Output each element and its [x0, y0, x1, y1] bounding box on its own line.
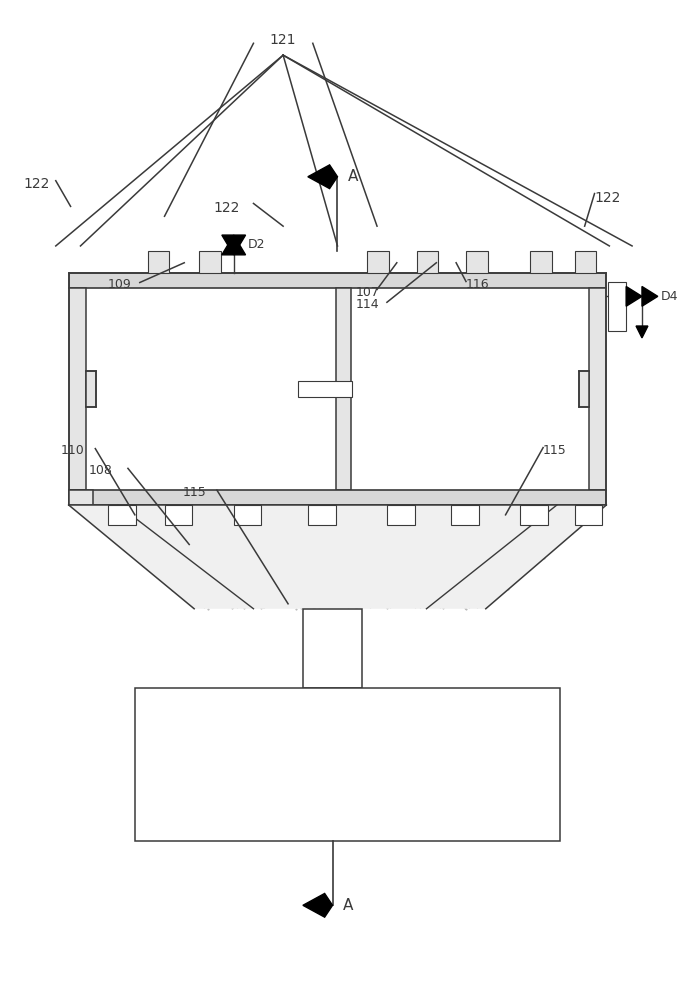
Bar	[452, 505, 479, 525]
Polygon shape	[308, 165, 338, 189]
Text: 114: 114	[355, 298, 379, 311]
Bar	[298, 381, 352, 397]
Bar	[86, 371, 96, 407]
Bar	[234, 505, 262, 525]
Text: D4: D4	[661, 290, 678, 303]
Bar	[608, 282, 626, 331]
Text: 122: 122	[23, 177, 50, 191]
Text: D2: D2	[247, 238, 265, 251]
Polygon shape	[69, 505, 606, 609]
Bar	[367, 251, 389, 273]
Bar	[303, 609, 362, 688]
Text: 110: 110	[61, 444, 84, 457]
Text: 116: 116	[466, 278, 490, 291]
Bar	[69, 490, 93, 505]
Text: 121: 121	[270, 33, 296, 47]
Bar	[69, 490, 606, 505]
Bar	[199, 251, 221, 273]
Bar	[135, 688, 560, 841]
Polygon shape	[636, 326, 648, 338]
Polygon shape	[222, 235, 246, 255]
Text: 109: 109	[108, 278, 132, 291]
Text: 108: 108	[89, 464, 112, 477]
Bar	[69, 273, 606, 288]
Polygon shape	[222, 235, 246, 255]
Text: 107: 107	[355, 286, 379, 299]
Bar	[575, 505, 603, 525]
Bar	[69, 288, 86, 490]
Bar	[308, 505, 336, 525]
Bar	[417, 251, 439, 273]
Text: 115: 115	[183, 486, 206, 499]
Text: A: A	[347, 169, 358, 184]
Bar	[336, 288, 351, 490]
Bar	[466, 251, 488, 273]
Polygon shape	[626, 286, 642, 306]
Bar	[165, 505, 192, 525]
Bar	[108, 505, 136, 525]
Text: 115: 115	[543, 444, 567, 457]
Text: 122: 122	[595, 191, 621, 205]
Polygon shape	[303, 893, 332, 917]
Bar	[530, 251, 552, 273]
Text: 122: 122	[214, 201, 240, 215]
Bar	[579, 371, 588, 407]
Polygon shape	[642, 286, 658, 306]
Bar	[148, 251, 170, 273]
Bar	[575, 251, 597, 273]
Bar	[588, 288, 606, 490]
Text: A: A	[343, 898, 353, 913]
Bar	[520, 505, 548, 525]
Bar	[387, 505, 415, 525]
